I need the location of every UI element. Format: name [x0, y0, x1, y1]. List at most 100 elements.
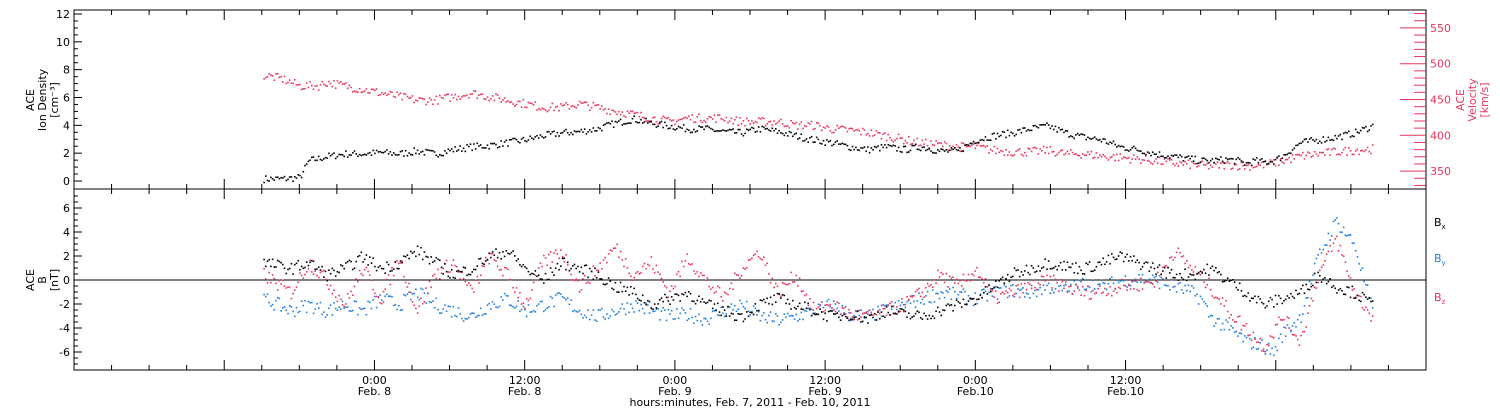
bx-point — [670, 296, 673, 298]
ion-density-point — [914, 144, 917, 146]
bz-point — [360, 272, 363, 275]
velocity-point — [875, 130, 878, 132]
bx-point — [805, 307, 808, 310]
bz-point — [317, 276, 320, 279]
bx-point — [1354, 296, 1357, 299]
by-point — [713, 309, 716, 312]
ion-density-point — [746, 128, 748, 131]
bz-point — [1286, 316, 1289, 318]
bz-point — [387, 274, 390, 276]
bz-point — [790, 271, 792, 274]
ion-density-point — [829, 140, 832, 142]
by-point — [1025, 292, 1028, 295]
bz-point — [587, 281, 589, 284]
velocity-point — [525, 106, 528, 109]
ion-density-point — [935, 152, 937, 154]
top-right-axis-title: ACE Velocity [km/s] — [1454, 78, 1491, 122]
bz-point — [454, 264, 456, 267]
ion-density-point — [984, 136, 987, 138]
ion-density-point — [1356, 131, 1359, 133]
bz-point — [1020, 283, 1023, 285]
bz-point — [1197, 272, 1200, 275]
ion-density-point — [959, 147, 961, 149]
velocity-point — [938, 142, 941, 144]
by-point — [752, 305, 755, 307]
bz-point — [1262, 348, 1265, 350]
ion-density-point — [329, 155, 332, 157]
ion-density-point — [425, 148, 427, 151]
bx-point — [1070, 266, 1072, 269]
bx-point — [1163, 267, 1166, 269]
by-point — [1291, 325, 1294, 327]
ion-density-point — [853, 148, 855, 151]
bz-point — [449, 271, 451, 273]
bx-point — [989, 290, 992, 293]
bx-point — [560, 265, 562, 267]
ion-density-point — [515, 138, 518, 141]
by-point — [421, 288, 424, 291]
by-point — [1034, 289, 1036, 292]
by-point — [1223, 328, 1226, 331]
bx-point — [510, 251, 513, 254]
bx-point — [1008, 280, 1011, 283]
velocity-point — [536, 109, 538, 111]
bx-point — [786, 298, 789, 301]
velocity-point — [1240, 161, 1243, 164]
ion-density-point — [514, 137, 516, 140]
bx-point — [454, 277, 456, 279]
bz-point — [901, 298, 903, 300]
velocity-point — [706, 117, 709, 120]
velocity-point — [288, 79, 291, 81]
bx-point — [1032, 267, 1035, 269]
ion-density-point — [1165, 156, 1168, 159]
ion-density-point — [648, 120, 651, 123]
bx-point — [444, 263, 446, 265]
velocity-point — [309, 80, 311, 83]
bz-point — [1174, 256, 1176, 259]
velocity-point — [1131, 158, 1133, 160]
by-point — [1174, 285, 1176, 288]
velocity-point — [717, 114, 719, 117]
velocity-point — [1235, 163, 1238, 166]
bx-point — [370, 262, 373, 264]
bz-point — [653, 271, 656, 274]
by-point — [885, 304, 888, 306]
ion-density-point — [1247, 161, 1249, 164]
by-point — [1252, 346, 1255, 348]
by-point — [984, 290, 987, 293]
by-point — [450, 315, 453, 318]
bz-point — [437, 268, 439, 271]
by-point — [899, 304, 902, 307]
by-point — [686, 319, 688, 322]
bz-point — [771, 277, 774, 280]
bx-point — [810, 314, 813, 317]
ion-density-point — [1088, 137, 1091, 140]
ion-density-point — [466, 144, 468, 146]
bx-point — [921, 318, 924, 320]
ion-density-point — [375, 149, 378, 152]
ion-density-point — [1303, 138, 1306, 141]
velocity-point — [589, 109, 591, 111]
bz-point — [937, 269, 939, 272]
velocity-point — [1114, 159, 1116, 162]
by-point — [739, 299, 741, 302]
velocity-point — [1341, 151, 1343, 154]
bz-point — [902, 310, 905, 313]
velocity-point — [505, 101, 508, 103]
ion-density-point — [599, 127, 601, 130]
ion-density-point — [756, 130, 758, 133]
ion-density-point — [369, 151, 371, 154]
bx-point — [783, 294, 786, 297]
velocity-point — [1203, 163, 1205, 166]
velocity-point — [655, 120, 658, 123]
bz-point — [1348, 275, 1350, 277]
ion-density-point — [650, 120, 653, 123]
bz-point — [711, 286, 714, 289]
ion-density-point — [1042, 123, 1045, 126]
bz-point — [1034, 286, 1036, 289]
x-tick-time-label: 0:00 — [963, 374, 988, 387]
by-point — [841, 304, 844, 307]
velocity-point — [353, 90, 356, 92]
velocity-point — [486, 96, 489, 98]
ion-density-point — [918, 148, 920, 151]
